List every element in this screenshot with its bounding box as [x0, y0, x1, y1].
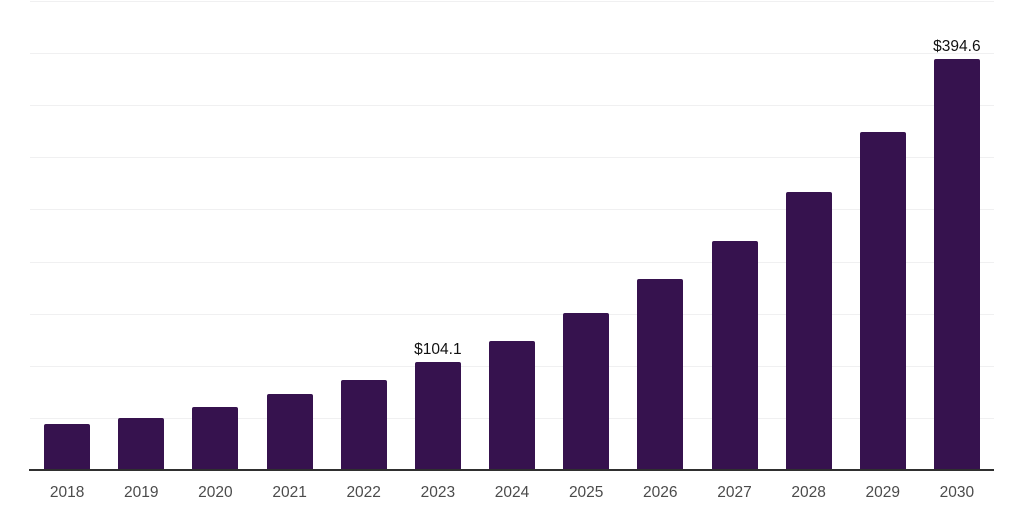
bar-2021 [266, 394, 313, 470]
gridline [30, 157, 994, 159]
gridline [30, 261, 994, 263]
gridline [30, 53, 994, 55]
x-tick-label-2026: 2026 [643, 484, 678, 501]
bar-2018 [44, 424, 91, 470]
bar-2022 [340, 380, 387, 470]
x-tick-label-2018: 2018 [49, 484, 85, 501]
x-tick-label-2028: 2028 [791, 484, 826, 501]
x-tick-label-2030: 2030 [939, 484, 975, 501]
plot-area [29, 0, 994, 471]
x-tick-label-2022: 2022 [346, 484, 381, 501]
bar-2026 [637, 279, 684, 470]
x-tick-label-2019: 2019 [124, 484, 159, 501]
x-tick-label-2023: 2023 [420, 484, 456, 501]
gridline [30, 313, 994, 315]
x-tick-label-2024: 2024 [494, 484, 530, 501]
bar-2027 [711, 241, 758, 470]
gridline [30, 105, 994, 107]
bar-2020 [192, 407, 239, 470]
bar-2028 [785, 192, 832, 470]
bar-2023 [414, 361, 461, 470]
x-tick-label-2021: 2021 [272, 484, 307, 501]
bar-2019 [118, 418, 165, 470]
x-tick-label-2020: 2020 [198, 484, 233, 501]
x-tick-label-2025: 2025 [568, 484, 604, 501]
value-label-2030: $394.6 [933, 37, 981, 55]
bar-2025 [563, 313, 610, 470]
x-tick-label-2029: 2029 [865, 484, 901, 501]
gridline [30, 209, 994, 211]
bar-2029 [859, 132, 906, 470]
bar-2024 [489, 340, 535, 470]
bar-2030 [933, 58, 980, 470]
gridline [30, 1, 994, 2]
x-axis-line [29, 469, 994, 471]
value-label-2023: $104.1 [414, 340, 462, 358]
x-tick-label-2027: 2027 [717, 484, 752, 501]
